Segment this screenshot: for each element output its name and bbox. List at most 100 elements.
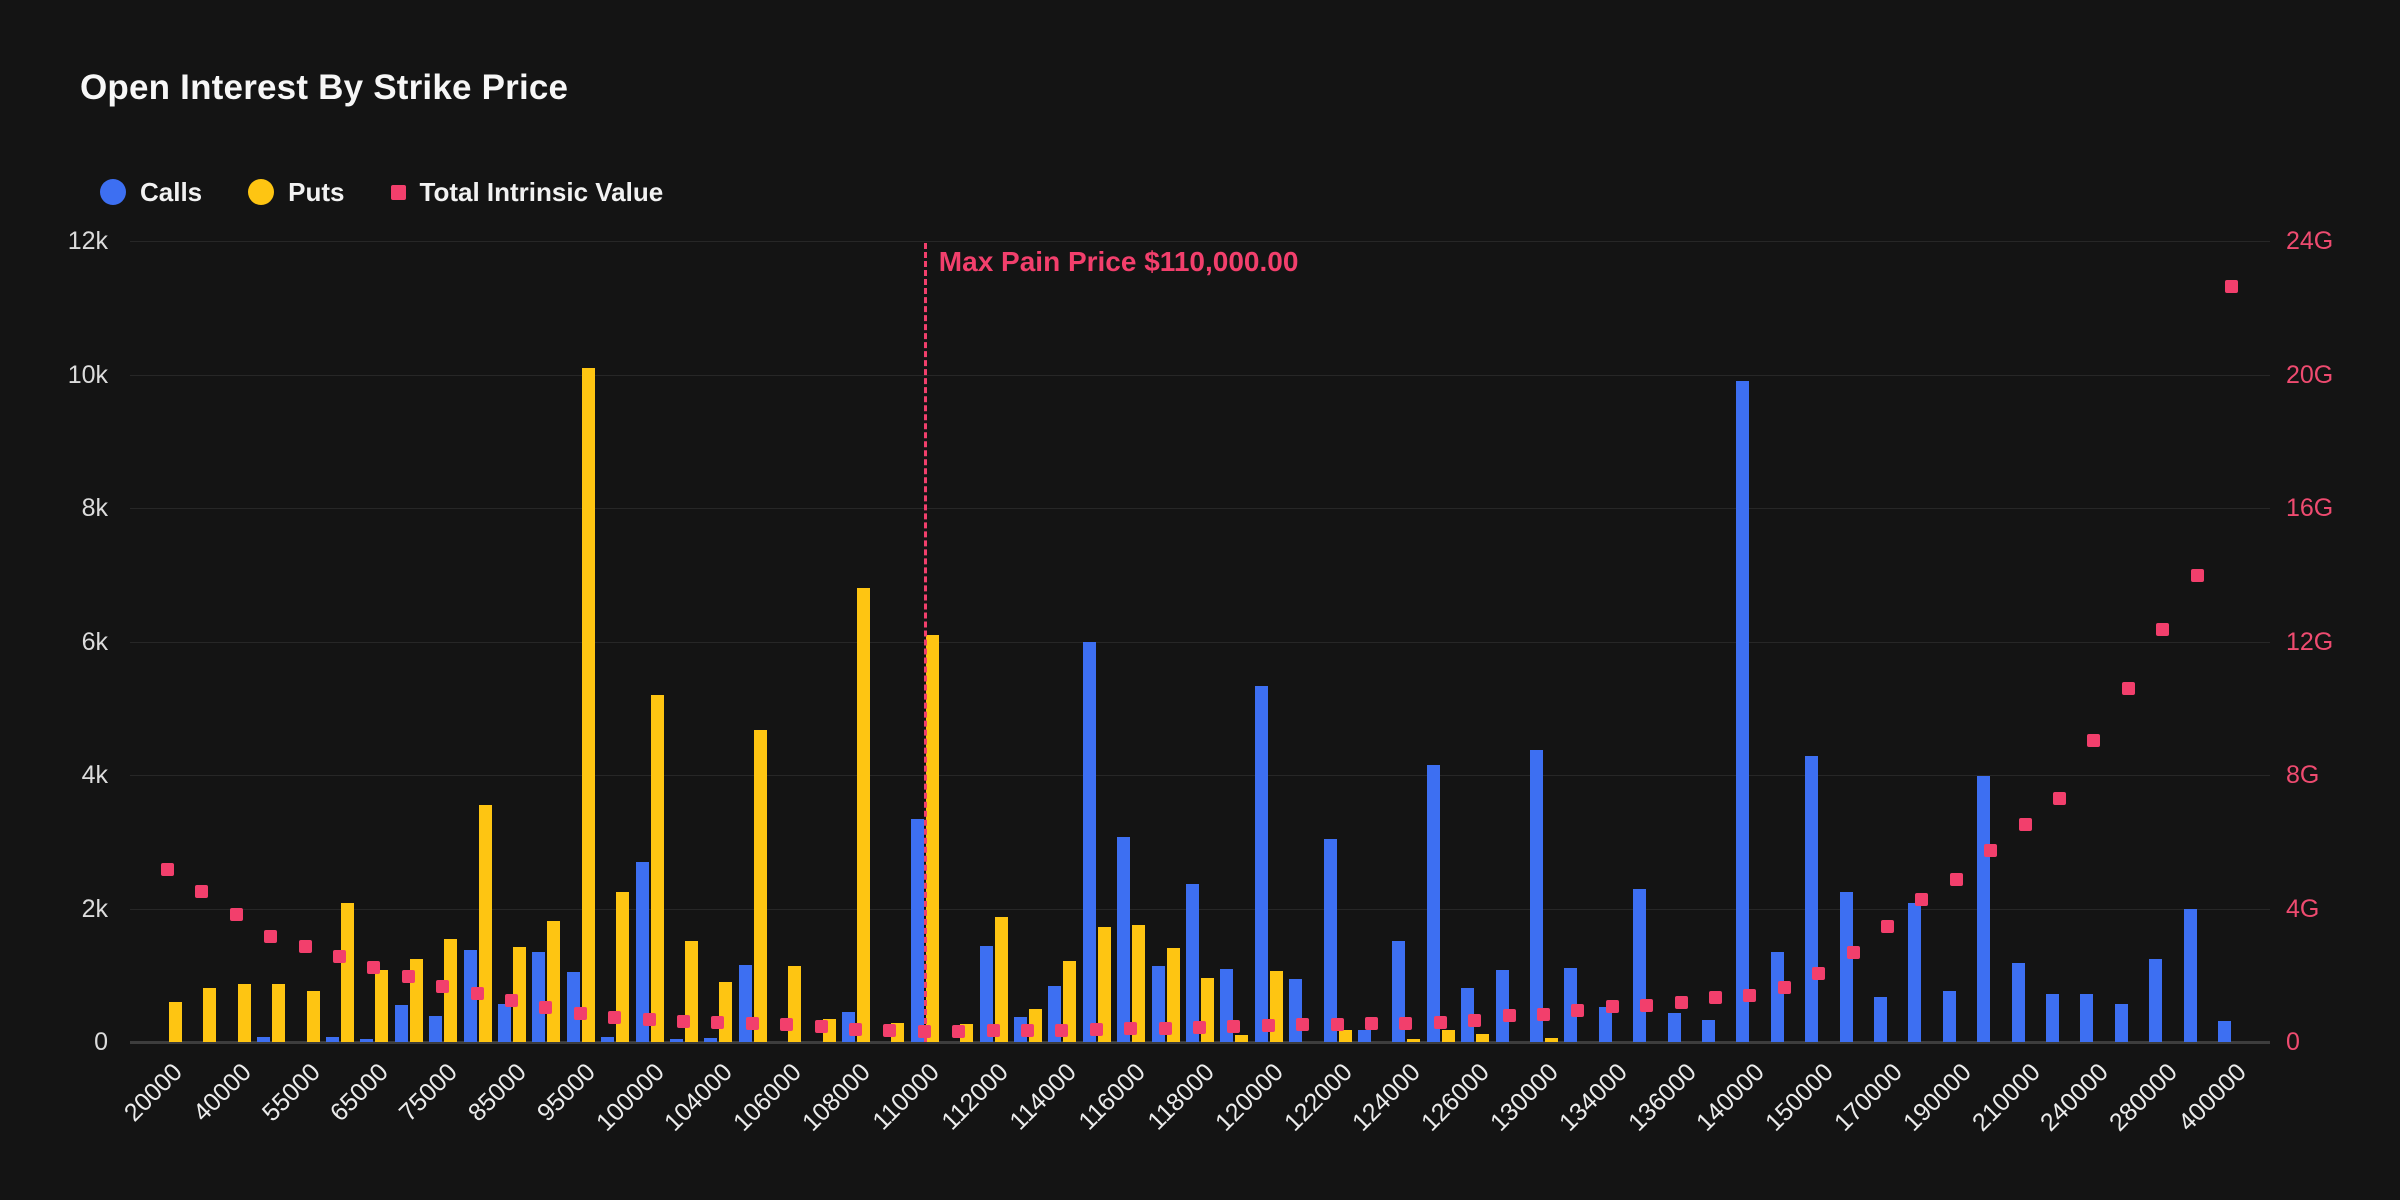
bar-puts[interactable] — [478, 805, 492, 1042]
intrinsic-value-dot[interactable] — [470, 986, 484, 1000]
bar-puts[interactable] — [1063, 960, 1077, 1042]
intrinsic-value-dot[interactable] — [677, 1014, 690, 1028]
bar-puts[interactable] — [1407, 1038, 1421, 1042]
intrinsic-value-dot[interactable] — [711, 1015, 725, 1029]
bar-calls[interactable] — [670, 1038, 683, 1042]
intrinsic-value-dot[interactable] — [1537, 1008, 1550, 1022]
intrinsic-value-dot[interactable] — [952, 1024, 966, 1038]
intrinsic-value-dot[interactable] — [642, 1012, 656, 1026]
bar-calls[interactable] — [1461, 988, 1475, 1042]
intrinsic-value-dot[interactable] — [2018, 818, 2032, 832]
intrinsic-value-dot[interactable] — [2225, 280, 2238, 294]
bar-calls[interactable] — [1289, 978, 1303, 1042]
bar-calls[interactable] — [1426, 764, 1440, 1042]
bar-calls[interactable] — [1908, 903, 1922, 1042]
intrinsic-value-dot[interactable] — [1296, 1018, 1310, 1032]
bar-calls[interactable] — [326, 1037, 339, 1042]
intrinsic-value-dot[interactable] — [1158, 1021, 1172, 1035]
bar-puts[interactable] — [581, 367, 595, 1042]
bar-puts[interactable] — [753, 729, 767, 1042]
bar-calls[interactable] — [635, 862, 649, 1042]
intrinsic-value-dot[interactable] — [917, 1024, 931, 1038]
bar-puts[interactable] — [513, 946, 526, 1042]
intrinsic-value-dot[interactable] — [573, 1006, 587, 1020]
bar-calls[interactable] — [2011, 962, 2025, 1042]
bar-calls[interactable] — [1667, 1013, 1681, 1042]
bar-calls[interactable] — [2046, 993, 2059, 1042]
bar-calls[interactable] — [910, 819, 924, 1042]
bar-puts[interactable] — [616, 891, 630, 1042]
intrinsic-value-dot[interactable] — [745, 1016, 759, 1030]
bar-puts[interactable] — [237, 983, 251, 1042]
bar-puts[interactable] — [272, 983, 286, 1042]
bar-calls[interactable] — [360, 1039, 374, 1042]
bar-calls[interactable] — [2218, 1020, 2231, 1042]
bar-calls[interactable] — [1323, 838, 1337, 1042]
bar-calls[interactable] — [1770, 951, 1784, 1042]
intrinsic-value-dot[interactable] — [1605, 1000, 1619, 1014]
intrinsic-value-dot[interactable] — [436, 979, 450, 993]
bar-calls[interactable] — [979, 945, 993, 1042]
bar-puts[interactable] — [719, 981, 733, 1042]
intrinsic-value-dot[interactable] — [229, 907, 243, 921]
bar-puts[interactable] — [1235, 1035, 1249, 1042]
bar-calls[interactable] — [1874, 996, 1887, 1042]
intrinsic-value-dot[interactable] — [1881, 920, 1894, 934]
bar-puts[interactable] — [1132, 925, 1146, 1042]
bar-calls[interactable] — [1942, 991, 1956, 1042]
intrinsic-value-dot[interactable] — [883, 1023, 897, 1037]
bar-puts[interactable] — [1441, 1030, 1455, 1042]
intrinsic-value-dot[interactable] — [264, 929, 278, 943]
bar-calls[interactable] — [1702, 1020, 1715, 1042]
intrinsic-value-dot[interactable] — [161, 863, 174, 877]
intrinsic-value-dot[interactable] — [1743, 988, 1757, 1002]
bar-puts[interactable] — [547, 920, 561, 1042]
bar-puts[interactable] — [444, 938, 458, 1042]
bar-calls[interactable] — [2183, 909, 2197, 1042]
intrinsic-value-dot[interactable] — [1709, 991, 1722, 1005]
bar-calls[interactable] — [498, 1003, 511, 1042]
intrinsic-value-dot[interactable] — [195, 885, 209, 899]
bar-puts[interactable] — [994, 916, 1008, 1042]
bar-calls[interactable] — [1736, 381, 1750, 1042]
intrinsic-value-dot[interactable] — [849, 1022, 862, 1036]
intrinsic-value-dot[interactable] — [780, 1017, 794, 1031]
intrinsic-value-dot[interactable] — [1502, 1009, 1516, 1023]
intrinsic-value-dot[interactable] — [1984, 844, 1998, 858]
legend-item-puts[interactable]: Puts — [248, 177, 345, 208]
intrinsic-value-dot[interactable] — [1674, 996, 1688, 1010]
intrinsic-value-dot[interactable] — [1365, 1016, 1378, 1030]
intrinsic-value-dot[interactable] — [1846, 946, 1860, 960]
bar-calls[interactable] — [1839, 892, 1853, 1042]
intrinsic-value-dot[interactable] — [1193, 1020, 1206, 1034]
bar-calls[interactable] — [2114, 1004, 2128, 1042]
bar-calls[interactable] — [1564, 968, 1578, 1042]
intrinsic-value-dot[interactable] — [1571, 1003, 1585, 1017]
intrinsic-value-dot[interactable] — [986, 1024, 1000, 1038]
intrinsic-value-dot[interactable] — [1777, 980, 1791, 994]
intrinsic-value-dot[interactable] — [1055, 1023, 1069, 1037]
bar-puts[interactable] — [1097, 927, 1111, 1042]
bar-puts[interactable] — [1338, 1030, 1352, 1042]
intrinsic-value-dot[interactable] — [814, 1019, 828, 1033]
bar-puts[interactable] — [203, 987, 217, 1042]
bar-puts[interactable] — [341, 903, 354, 1042]
intrinsic-value-dot[interactable] — [1949, 872, 1963, 886]
bar-calls[interactable] — [1117, 837, 1131, 1042]
legend-item-calls[interactable]: Calls — [100, 177, 202, 208]
bar-calls[interactable] — [566, 971, 580, 1042]
bar-calls[interactable] — [1598, 1006, 1612, 1042]
bar-calls[interactable] — [1495, 969, 1509, 1042]
intrinsic-value-dot[interactable] — [2121, 681, 2135, 695]
intrinsic-value-dot[interactable] — [1812, 967, 1826, 981]
bar-calls[interactable] — [394, 1005, 408, 1042]
bar-calls[interactable] — [704, 1037, 718, 1042]
bar-calls[interactable] — [2080, 993, 2094, 1042]
intrinsic-value-dot[interactable] — [1124, 1022, 1138, 1036]
bar-puts[interactable] — [925, 634, 939, 1042]
bar-puts[interactable] — [650, 694, 664, 1042]
bar-puts[interactable] — [306, 991, 320, 1042]
intrinsic-value-dot[interactable] — [539, 1000, 553, 1014]
bar-calls[interactable] — [1805, 756, 1819, 1042]
intrinsic-value-dot[interactable] — [298, 940, 312, 954]
